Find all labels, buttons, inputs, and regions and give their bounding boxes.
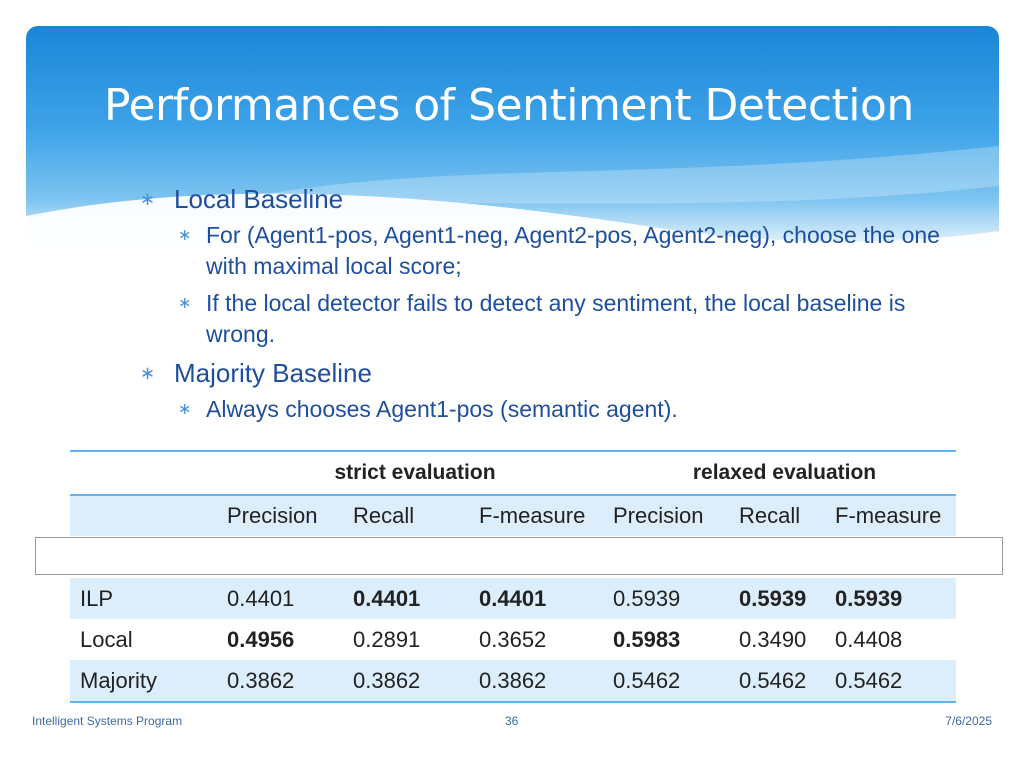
table-cell: 0.5462 [603, 660, 729, 703]
bullet-majority-baseline: ∗ Majority Baseline [140, 358, 372, 388]
asterisk-bullet-icon: ∗ [178, 295, 192, 312]
header-banner [26, 26, 999, 256]
row-label: ILP [70, 578, 217, 619]
table-cell: 0.5939 [729, 578, 825, 619]
column-header: Recall [343, 495, 469, 536]
table-cell: 0.3862 [217, 660, 343, 703]
table-cell: 0.5462 [729, 660, 825, 703]
asterisk-bullet-icon: ∗ [178, 227, 192, 244]
table-cell: 0.3862 [343, 660, 469, 703]
table-cell: 0.4401 [469, 578, 603, 619]
table-row: Majority 0.3862 0.3862 0.3862 0.5462 0.5462 0.… [70, 660, 956, 703]
table-cell: 0.4408 [835, 626, 903, 652]
asterisk-bullet-icon: ∗ [178, 401, 192, 418]
row-label: Local [80, 626, 133, 652]
bullet-local-baseline: ∗ Local Baseline [140, 184, 344, 214]
column-header: F-measure [469, 495, 603, 536]
column-header: Recall [729, 495, 825, 536]
results-table: strict evaluation relaxed evaluation Pre… [70, 450, 956, 703]
relaxed-evaluation-header: relaxed evaluation [603, 450, 956, 496]
table-cell: 0.2891 [353, 626, 421, 652]
table-cell: 0.3490 [739, 626, 807, 652]
column-header: F-measure [825, 495, 956, 536]
asterisk-bullet-icon: ∗ [140, 363, 156, 383]
table-cell: 0.4401 [343, 578, 469, 619]
group-header-row: strict evaluation relaxed evaluation [70, 450, 956, 496]
bullet-list: ∗ Local Baseline ∗ For (Agent1-pos, Agent1… [140, 182, 940, 431]
slide-title: Performances of Sentiment Detection [104, 80, 914, 131]
table-cell: 0.5983 [613, 626, 681, 652]
column-header: Precision [603, 495, 729, 536]
sub-bullet: ∗ For (Agent1-pos, Agent1-neg, Agent2-pos… [178, 222, 940, 279]
column-header: Precision [217, 495, 343, 536]
table-cell: 0.4401 [217, 578, 343, 619]
table-row: ILP 0.4401 0.4401 0.4401 0.5939 0.5939 0.5939 [70, 578, 956, 619]
table-row: Local 0.4956 0.2891 0.3652 0.5983 0.3490 0.440… [70, 619, 956, 660]
table-cell: 0.5939 [825, 578, 956, 619]
decorative-waves [26, 146, 999, 256]
sub-bullet: ∗ Always chooses Agent1-pos (semantic age… [178, 394, 940, 425]
table-cell: 0.5462 [825, 660, 956, 703]
empty-frame-box [35, 537, 1003, 575]
page-number: 36 [505, 714, 519, 728]
table-cell: 0.3862 [469, 660, 603, 703]
footer-date: 7/6/2025 [945, 714, 992, 728]
table-cell: 0.3652 [479, 626, 547, 652]
footer-program: Intelligent Systems Program [32, 714, 183, 728]
asterisk-bullet-icon: ∗ [140, 189, 156, 209]
column-header-row: Precision Recall F-measure Precision Rec… [70, 495, 956, 536]
strict-evaluation-header: strict evaluation [217, 450, 603, 496]
table-cell: 0.5939 [603, 578, 729, 619]
table-cell: 0.4956 [227, 626, 295, 652]
sub-bullet: ∗ If the local detector fails to detect a… [178, 290, 906, 347]
row-label: Majority [70, 660, 217, 703]
